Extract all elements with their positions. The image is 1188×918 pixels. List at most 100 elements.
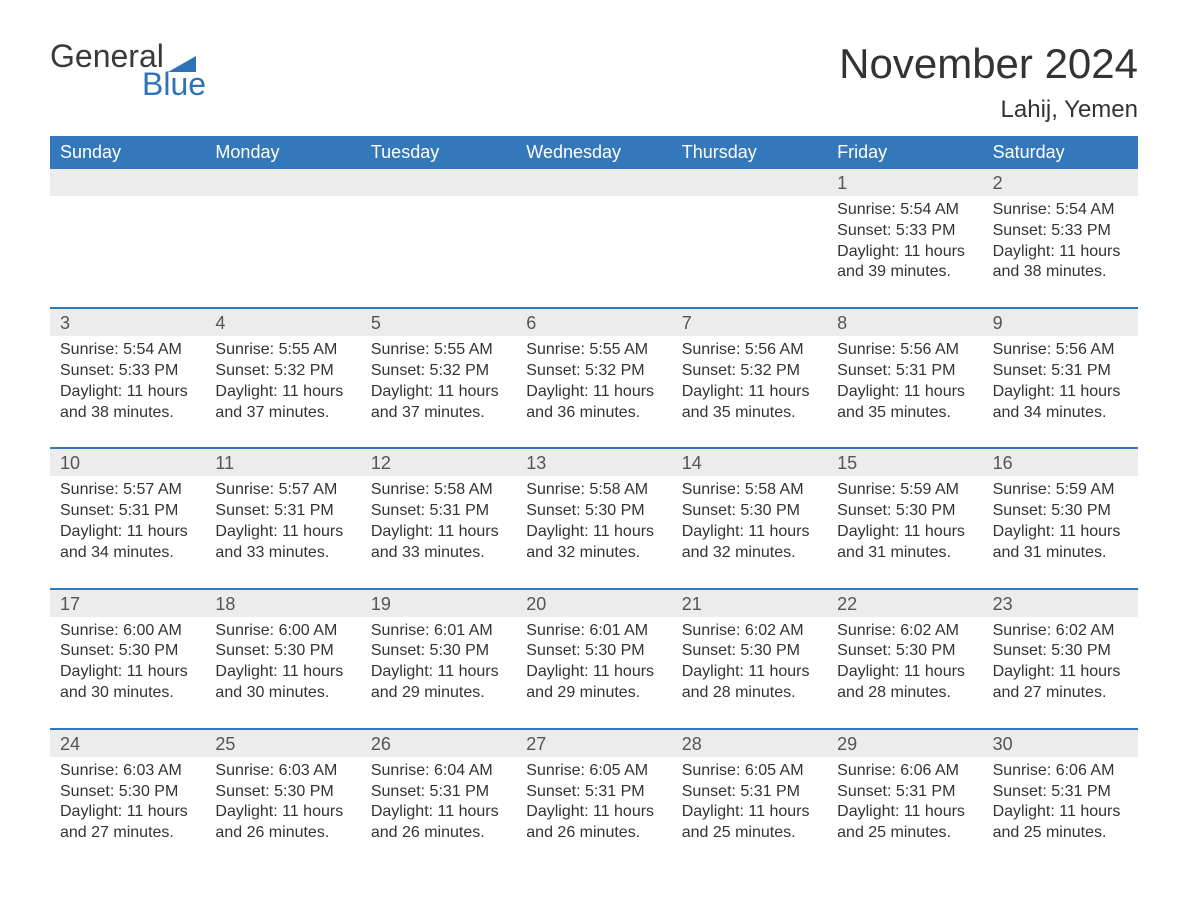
sunset-line: Sunset: 5:30 PM	[60, 782, 195, 803]
day-cell: Sunrise: 6:04 AMSunset: 5:31 PMDaylight:…	[361, 757, 516, 868]
sunrise-line: Sunrise: 5:54 AM	[60, 340, 195, 361]
sunrise-line: Sunrise: 6:06 AM	[837, 761, 972, 782]
logo: General Blue	[50, 40, 206, 100]
daylight-line: Daylight: 11 hours and 38 minutes.	[993, 242, 1128, 284]
sunset-line: Sunset: 5:30 PM	[526, 501, 661, 522]
header: General Blue November 2024 Lahij, Yemen	[50, 40, 1138, 124]
date-number: 17	[50, 590, 205, 617]
title-block: November 2024 Lahij, Yemen	[839, 40, 1138, 124]
daylight-line: Daylight: 11 hours and 25 minutes.	[837, 802, 972, 844]
sunset-line: Sunset: 5:30 PM	[682, 641, 817, 662]
daylight-line: Daylight: 11 hours and 38 minutes.	[60, 382, 195, 424]
date-number: 25	[205, 730, 360, 757]
day-cell: Sunrise: 6:05 AMSunset: 5:31 PMDaylight:…	[672, 757, 827, 868]
sunset-line: Sunset: 5:31 PM	[993, 782, 1128, 803]
daylight-line: Daylight: 11 hours and 25 minutes.	[682, 802, 817, 844]
date-number: 16	[983, 449, 1138, 476]
day-cell: Sunrise: 5:58 AMSunset: 5:30 PMDaylight:…	[672, 476, 827, 587]
day-header: Saturday	[983, 136, 1138, 169]
daylight-line: Daylight: 11 hours and 35 minutes.	[837, 382, 972, 424]
day-cell	[516, 196, 671, 307]
sunrise-line: Sunrise: 5:56 AM	[837, 340, 972, 361]
day-header-row: SundayMondayTuesdayWednesdayThursdayFrid…	[50, 136, 1138, 169]
sunset-line: Sunset: 5:31 PM	[837, 361, 972, 382]
date-number: 9	[983, 309, 1138, 336]
date-number: 26	[361, 730, 516, 757]
daylight-line: Daylight: 11 hours and 39 minutes.	[837, 242, 972, 284]
date-number	[516, 169, 671, 196]
day-cell: Sunrise: 6:06 AMSunset: 5:31 PMDaylight:…	[827, 757, 982, 868]
logo-text-blue: Blue	[142, 68, 206, 100]
date-number: 15	[827, 449, 982, 476]
sunrise-line: Sunrise: 5:54 AM	[993, 200, 1128, 221]
date-number: 1	[827, 169, 982, 196]
date-bar: 24252627282930	[50, 730, 1138, 757]
sunset-line: Sunset: 5:33 PM	[837, 221, 972, 242]
date-number: 21	[672, 590, 827, 617]
day-header: Monday	[205, 136, 360, 169]
sunrise-line: Sunrise: 5:54 AM	[837, 200, 972, 221]
date-number: 24	[50, 730, 205, 757]
day-cell: Sunrise: 5:54 AMSunset: 5:33 PMDaylight:…	[983, 196, 1138, 307]
sunset-line: Sunset: 5:31 PM	[682, 782, 817, 803]
day-cell	[361, 196, 516, 307]
sunset-line: Sunset: 5:30 PM	[837, 641, 972, 662]
sunrise-line: Sunrise: 6:02 AM	[682, 621, 817, 642]
sunrise-line: Sunrise: 5:55 AM	[215, 340, 350, 361]
day-cell: Sunrise: 5:54 AMSunset: 5:33 PMDaylight:…	[827, 196, 982, 307]
day-cell: Sunrise: 5:57 AMSunset: 5:31 PMDaylight:…	[50, 476, 205, 587]
daylight-line: Daylight: 11 hours and 28 minutes.	[682, 662, 817, 704]
daylight-line: Daylight: 11 hours and 34 minutes.	[993, 382, 1128, 424]
date-number	[50, 169, 205, 196]
date-number: 30	[983, 730, 1138, 757]
day-cell: Sunrise: 5:58 AMSunset: 5:30 PMDaylight:…	[516, 476, 671, 587]
day-cell: Sunrise: 6:00 AMSunset: 5:30 PMDaylight:…	[205, 617, 360, 728]
day-cell: Sunrise: 5:55 AMSunset: 5:32 PMDaylight:…	[361, 336, 516, 447]
day-cell: Sunrise: 5:58 AMSunset: 5:31 PMDaylight:…	[361, 476, 516, 587]
sunset-line: Sunset: 5:31 PM	[371, 501, 506, 522]
sunrise-line: Sunrise: 6:04 AM	[371, 761, 506, 782]
day-cell: Sunrise: 5:56 AMSunset: 5:32 PMDaylight:…	[672, 336, 827, 447]
sunset-line: Sunset: 5:30 PM	[526, 641, 661, 662]
day-cell: Sunrise: 6:02 AMSunset: 5:30 PMDaylight:…	[827, 617, 982, 728]
day-cell	[205, 196, 360, 307]
day-cell: Sunrise: 5:56 AMSunset: 5:31 PMDaylight:…	[983, 336, 1138, 447]
day-cell: Sunrise: 5:59 AMSunset: 5:30 PMDaylight:…	[983, 476, 1138, 587]
day-cell: Sunrise: 6:01 AMSunset: 5:30 PMDaylight:…	[361, 617, 516, 728]
day-cell: Sunrise: 5:59 AMSunset: 5:30 PMDaylight:…	[827, 476, 982, 587]
sunrise-line: Sunrise: 6:05 AM	[682, 761, 817, 782]
sunset-line: Sunset: 5:32 PM	[682, 361, 817, 382]
daylight-line: Daylight: 11 hours and 31 minutes.	[837, 522, 972, 564]
daylight-line: Daylight: 11 hours and 26 minutes.	[371, 802, 506, 844]
date-number: 22	[827, 590, 982, 617]
sunrise-line: Sunrise: 6:01 AM	[371, 621, 506, 642]
day-header: Thursday	[672, 136, 827, 169]
sunrise-line: Sunrise: 6:02 AM	[837, 621, 972, 642]
daylight-line: Daylight: 11 hours and 30 minutes.	[215, 662, 350, 704]
date-number: 27	[516, 730, 671, 757]
sunrise-line: Sunrise: 6:00 AM	[215, 621, 350, 642]
daylight-line: Daylight: 11 hours and 31 minutes.	[993, 522, 1128, 564]
date-number: 13	[516, 449, 671, 476]
location: Lahij, Yemen	[839, 96, 1138, 124]
week-row: 10111213141516Sunrise: 5:57 AMSunset: 5:…	[50, 447, 1138, 587]
sunset-line: Sunset: 5:31 PM	[60, 501, 195, 522]
sunrise-line: Sunrise: 6:00 AM	[60, 621, 195, 642]
date-number: 10	[50, 449, 205, 476]
sunset-line: Sunset: 5:30 PM	[837, 501, 972, 522]
day-header: Wednesday	[516, 136, 671, 169]
day-cell: Sunrise: 6:00 AMSunset: 5:30 PMDaylight:…	[50, 617, 205, 728]
daylight-line: Daylight: 11 hours and 25 minutes.	[993, 802, 1128, 844]
date-number: 18	[205, 590, 360, 617]
date-bar: 12	[50, 169, 1138, 196]
daylight-line: Daylight: 11 hours and 37 minutes.	[371, 382, 506, 424]
sunrise-line: Sunrise: 5:57 AM	[215, 480, 350, 501]
daylight-line: Daylight: 11 hours and 35 minutes.	[682, 382, 817, 424]
week-row: 3456789Sunrise: 5:54 AMSunset: 5:33 PMDa…	[50, 307, 1138, 447]
sunset-line: Sunset: 5:30 PM	[215, 782, 350, 803]
sunset-line: Sunset: 5:30 PM	[371, 641, 506, 662]
date-number: 23	[983, 590, 1138, 617]
date-number: 14	[672, 449, 827, 476]
daylight-line: Daylight: 11 hours and 29 minutes.	[526, 662, 661, 704]
day-cell: Sunrise: 6:02 AMSunset: 5:30 PMDaylight:…	[672, 617, 827, 728]
